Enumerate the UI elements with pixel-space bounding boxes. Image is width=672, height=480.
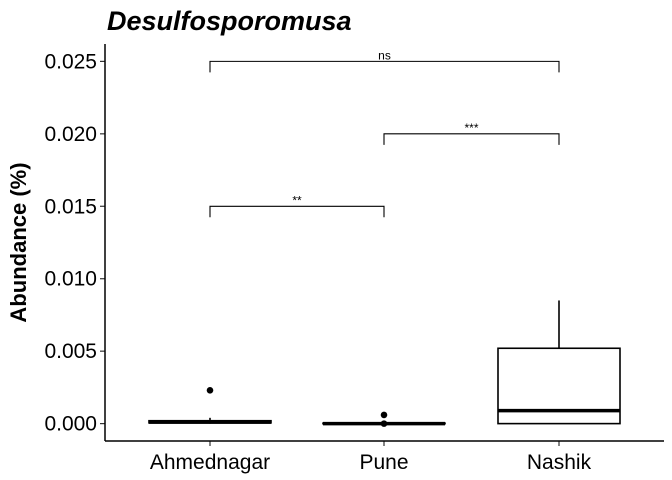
x-tick-label: Nashik (527, 451, 592, 474)
outlier-point (380, 420, 388, 427)
x-tick-label: Ahmednagar (150, 451, 270, 474)
y-tick-label: 0.020 (44, 123, 97, 146)
bracket-line (209, 205, 385, 218)
significance-label: ** (292, 193, 302, 207)
y-tick-label: 0.025 (44, 50, 97, 73)
outlier-point (380, 411, 388, 419)
y-tick-label: 0.005 (44, 340, 97, 363)
chart-title: Desulfosporomusa (107, 6, 352, 36)
bracket-line (209, 60, 560, 73)
box-nashik (497, 300, 621, 425)
box-ahmednagar (148, 386, 272, 424)
axis-ticks: 0.000 0.005 0.010 0.015 0.020 0.025 Ahmednagar… (44, 50, 591, 474)
y-tick-label: 0.000 (44, 413, 97, 436)
bracket-line (383, 133, 560, 145)
significance-bracket: *** (383, 121, 560, 145)
y-axis-label: Abundance (%) (6, 162, 31, 322)
outlier-point (206, 386, 214, 394)
box-pune (322, 411, 446, 427)
y-tick-label: 0.015 (44, 195, 97, 218)
x-tick-label: Pune (359, 451, 408, 474)
y-tick-label: 0.010 (44, 268, 97, 291)
significance-bracket: ns (209, 48, 560, 73)
significance-label: *** (464, 121, 478, 135)
significance-bracket: ** (209, 193, 385, 218)
significance-label: ns (378, 48, 391, 62)
plot-area: *****ns (148, 48, 621, 427)
